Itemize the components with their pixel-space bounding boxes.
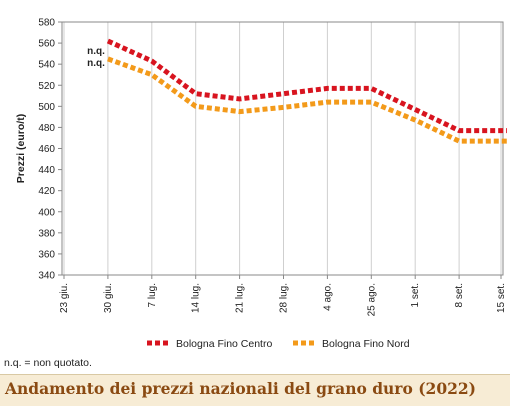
y-tick-label-1: 360: [38, 249, 55, 260]
series-lines: [106, 38, 507, 144]
x-tick-label-3: 14 lug.: [191, 283, 202, 313]
x-tick-label-6: 4 ago.: [322, 283, 333, 311]
x-tick-label-4: 21 lug.: [235, 283, 246, 313]
legend-label-nord: Bologna Fino Nord: [322, 338, 410, 350]
y-tick-label-0: 340: [38, 271, 55, 282]
series-line-1: [107, 56, 507, 144]
legend: Bologna Fino Centro Bologna Fino Nord: [147, 338, 410, 350]
nq-annotation-1: n.q.: [87, 46, 105, 57]
y-tick-label-7: 480: [38, 123, 55, 134]
y-tick-label-3: 400: [38, 207, 55, 218]
y-tick-label-2: 380: [38, 228, 55, 239]
x-axis-ticks: 23 giu. 30 giu. 7 lug. 14 lug. 21 lug. 28 lug…: [59, 275, 507, 316]
caption-bar: Andamento dei prezzi nazionali del grano…: [0, 374, 510, 406]
x-tick-label-7: 25 ago.: [366, 283, 377, 316]
y-tick-label-10: 540: [38, 60, 55, 71]
x-tick-label-5: 28 lug.: [279, 283, 290, 313]
footnote: n.q. = non quotato.: [4, 357, 92, 369]
price-chart: 340360380400420440460480500520540560580 …: [15, 18, 507, 350]
grid-lines: [63, 22, 502, 275]
y-axis-ticks: 340 360 380 400 420 440 460 480 500 520 540 560 580: [38, 18, 62, 282]
x-tick-label-1: 30 giu.: [103, 283, 114, 313]
y-tick-label-6: 460: [38, 144, 55, 155]
chart-caption: Andamento dei prezzi nazionali del grano…: [5, 379, 477, 398]
x-tick-label-9: 8 set.: [454, 283, 465, 307]
y-tick-label-12: 580: [38, 18, 55, 29]
plot-frame: [61, 21, 504, 276]
y-tick-label-8: 500: [38, 102, 55, 113]
y-axis-label: Prezzi (euro/t): [15, 114, 27, 183]
y-tick-label-5: 440: [38, 165, 55, 176]
x-tick-label-10: 15 set.: [496, 283, 507, 313]
x-tick-label-2: 7 lug.: [147, 283, 158, 307]
y-tick-label-11: 560: [38, 39, 55, 50]
legend-label-centro: Bologna Fino Centro: [176, 338, 272, 350]
y-tick-label-9: 520: [38, 81, 55, 92]
y-tick-label-4: 420: [38, 186, 55, 197]
series-line-0: [106, 38, 507, 134]
x-tick-label-0: 23 giu.: [59, 283, 70, 313]
nq-annotation-2: n.q.: [87, 58, 105, 69]
x-tick-label-8: 1 set.: [410, 283, 421, 307]
